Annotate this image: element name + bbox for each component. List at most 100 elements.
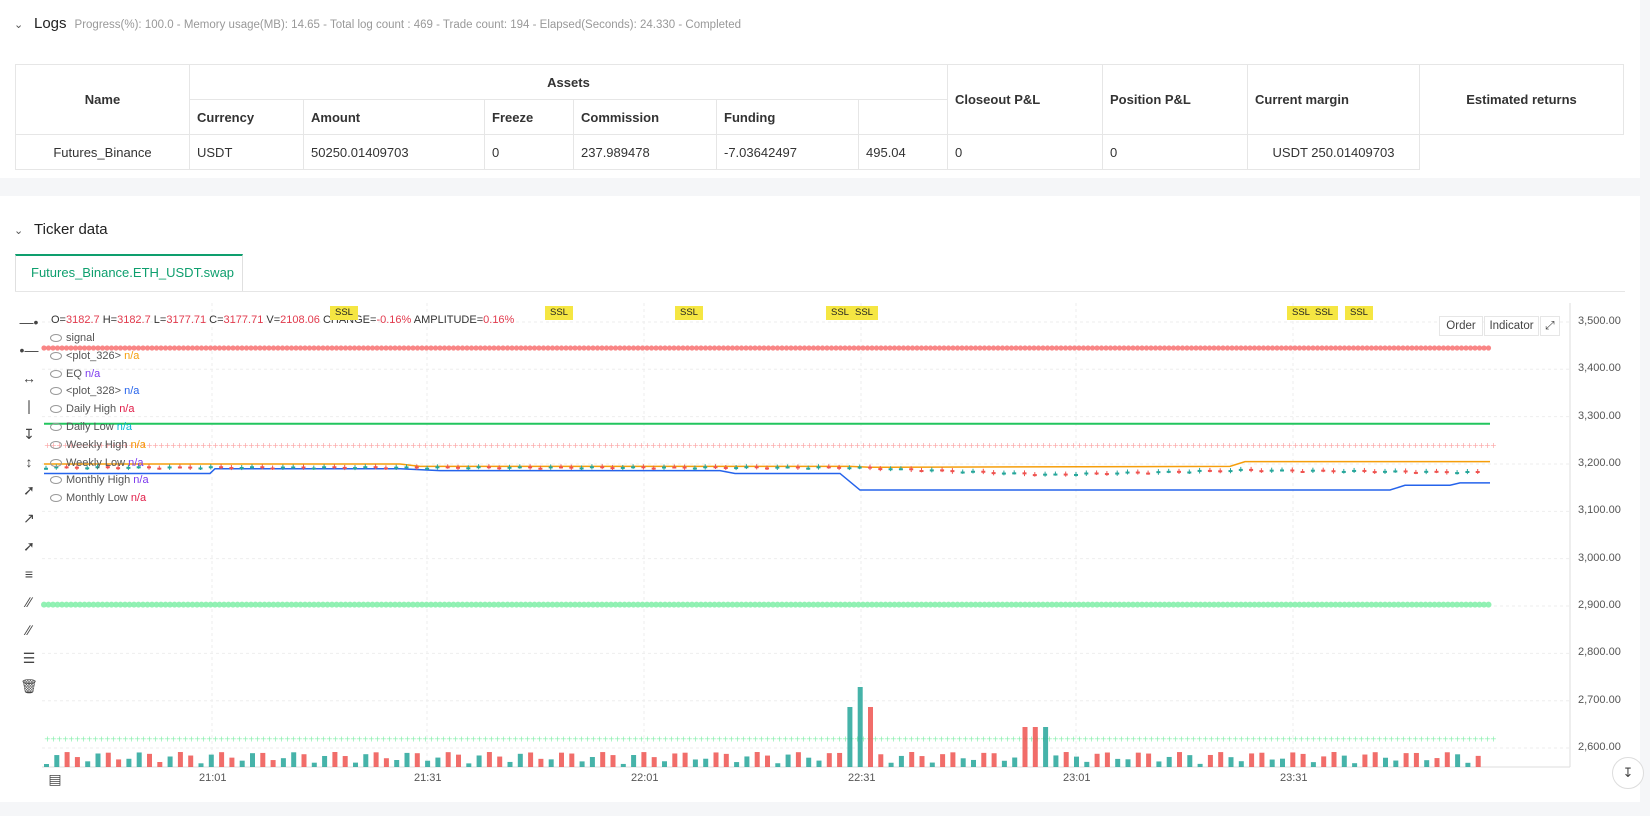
trend-line-icon[interactable]: ➚ — [23, 482, 35, 498]
green-dot — [275, 601, 281, 608]
volume-bar — [672, 753, 678, 767]
green-dot — [837, 601, 844, 608]
pink-cross: + — [746, 441, 753, 450]
red-dot — [1044, 345, 1051, 351]
legend-item[interactable]: Daily High n/a — [50, 403, 134, 415]
pink-cross: + — [488, 441, 495, 450]
y-tick-label: 2,900.00 — [1578, 599, 1621, 612]
candle — [1393, 470, 1398, 473]
candle — [569, 466, 574, 469]
legend-item[interactable]: EQ n/a — [50, 368, 100, 380]
chevron-down-icon[interactable]: ⌄ — [14, 19, 24, 31]
tab-futures-binance[interactable]: Futures_Binance.ETH_USDT.swap — [15, 254, 243, 292]
green-dot — [626, 601, 632, 608]
indicator-button[interactable]: Indicator — [1484, 316, 1539, 336]
eye-icon[interactable] — [50, 351, 62, 360]
eye-icon[interactable] — [50, 334, 62, 343]
vertical-extended-icon[interactable]: ↕ — [25, 454, 33, 470]
parallel-channel-icon[interactable]: ∕∕ — [26, 594, 32, 610]
green-dot — [639, 601, 646, 608]
red-dot — [707, 345, 713, 351]
eye-icon[interactable] — [50, 369, 62, 378]
eye-icon[interactable] — [50, 458, 62, 467]
green-cross: + — [818, 735, 825, 744]
ticker-header[interactable]: ⌄ Ticker data — [14, 221, 108, 238]
red-dot — [1152, 345, 1159, 351]
order-button[interactable]: Order — [1439, 316, 1483, 336]
eye-icon[interactable] — [50, 423, 62, 432]
red-dot — [612, 345, 619, 351]
candle — [765, 467, 769, 470]
trash-icon[interactable]: 🗑 — [20, 678, 38, 694]
vertical-line-icon[interactable]: ∣ — [25, 398, 33, 414]
pitchfork-icon[interactable]: ∕∕ — [26, 622, 32, 638]
green-dot — [126, 601, 133, 608]
pink-cross: + — [254, 441, 261, 450]
extended-line-icon[interactable]: ↔ — [22, 370, 36, 386]
green-dot — [261, 601, 268, 608]
pink-cross: + — [1034, 441, 1041, 450]
calendar-icon[interactable]: ▤ — [48, 771, 62, 787]
horizontal-ray-icon[interactable]: —• — [19, 314, 39, 330]
volume-bar — [291, 752, 297, 767]
red-dot — [549, 345, 556, 351]
green-dot — [810, 601, 817, 608]
fib-levels-icon[interactable]: ☰ — [22, 650, 36, 666]
red-dot — [1440, 345, 1447, 351]
eye-icon[interactable] — [50, 476, 62, 485]
legend-item[interactable]: Monthly High n/a — [50, 474, 149, 486]
pink-cross: + — [1466, 441, 1473, 450]
pink-cross: + — [482, 441, 489, 450]
ray-line-icon[interactable]: ↗ — [23, 510, 35, 526]
green-dot — [666, 601, 673, 608]
pink-cross: + — [596, 441, 603, 450]
eye-icon[interactable] — [50, 387, 62, 396]
green-cross: + — [1400, 735, 1407, 744]
table-row: Futures_Binance USDT 50250.01409703 0 23… — [15, 134, 1624, 170]
pink-cross: + — [704, 441, 711, 450]
green-dot — [225, 601, 232, 608]
horizontal-line-icon[interactable]: •— — [19, 342, 39, 358]
logs-header[interactable]: ⌄ Logs Progress(%): 100.0 - Memory usage… — [14, 15, 741, 32]
green-cross: + — [122, 735, 129, 744]
chevron-down-icon[interactable]: ⌄ — [14, 225, 24, 237]
red-dot — [1373, 345, 1379, 351]
vertical-ray-icon[interactable]: ↧ — [23, 426, 35, 442]
eye-icon[interactable] — [50, 494, 62, 503]
pink-cross: + — [1340, 441, 1347, 450]
pink-cross: + — [1412, 441, 1419, 450]
legend-item[interactable]: Daily Low n/a — [50, 421, 132, 433]
red-dot — [594, 345, 601, 351]
red-dot — [747, 345, 754, 351]
pink-cross: + — [236, 441, 243, 450]
legend-item[interactable]: <plot_326> n/a — [50, 350, 139, 362]
green-cross: + — [782, 735, 789, 744]
legend-item[interactable]: <plot_328> n/a — [50, 385, 139, 397]
eye-icon[interactable] — [50, 440, 62, 449]
red-dot — [198, 345, 205, 351]
green-dot — [1107, 601, 1114, 608]
legend-item[interactable]: Weekly High n/a — [50, 439, 146, 451]
pink-cross: + — [1124, 441, 1131, 450]
red-dot — [108, 345, 115, 351]
pink-cross: + — [644, 441, 651, 450]
segment-icon[interactable]: ➚ — [23, 538, 35, 554]
volume-bar — [456, 754, 461, 767]
green-dot — [1409, 601, 1415, 608]
pink-cross: + — [1448, 441, 1455, 450]
green-dot — [284, 601, 290, 608]
green-dot — [590, 601, 596, 608]
legend-item[interactable]: Monthly Low n/a — [50, 492, 146, 504]
volume-bar — [641, 752, 647, 767]
scroll-top-icon[interactable]: ↧ — [1612, 757, 1644, 789]
pink-cross: + — [218, 441, 225, 450]
eye-icon[interactable] — [50, 405, 62, 414]
green-cross: + — [326, 735, 333, 744]
fullscreen-icon[interactable]: ⤢ — [1540, 316, 1560, 336]
measure-icon[interactable]: ≡ — [24, 566, 34, 582]
legend-item[interactable]: signal — [50, 332, 95, 344]
red-dot — [378, 345, 385, 351]
legend-item[interactable]: Weekly Low n/a — [50, 457, 143, 469]
red-dot — [95, 345, 101, 351]
